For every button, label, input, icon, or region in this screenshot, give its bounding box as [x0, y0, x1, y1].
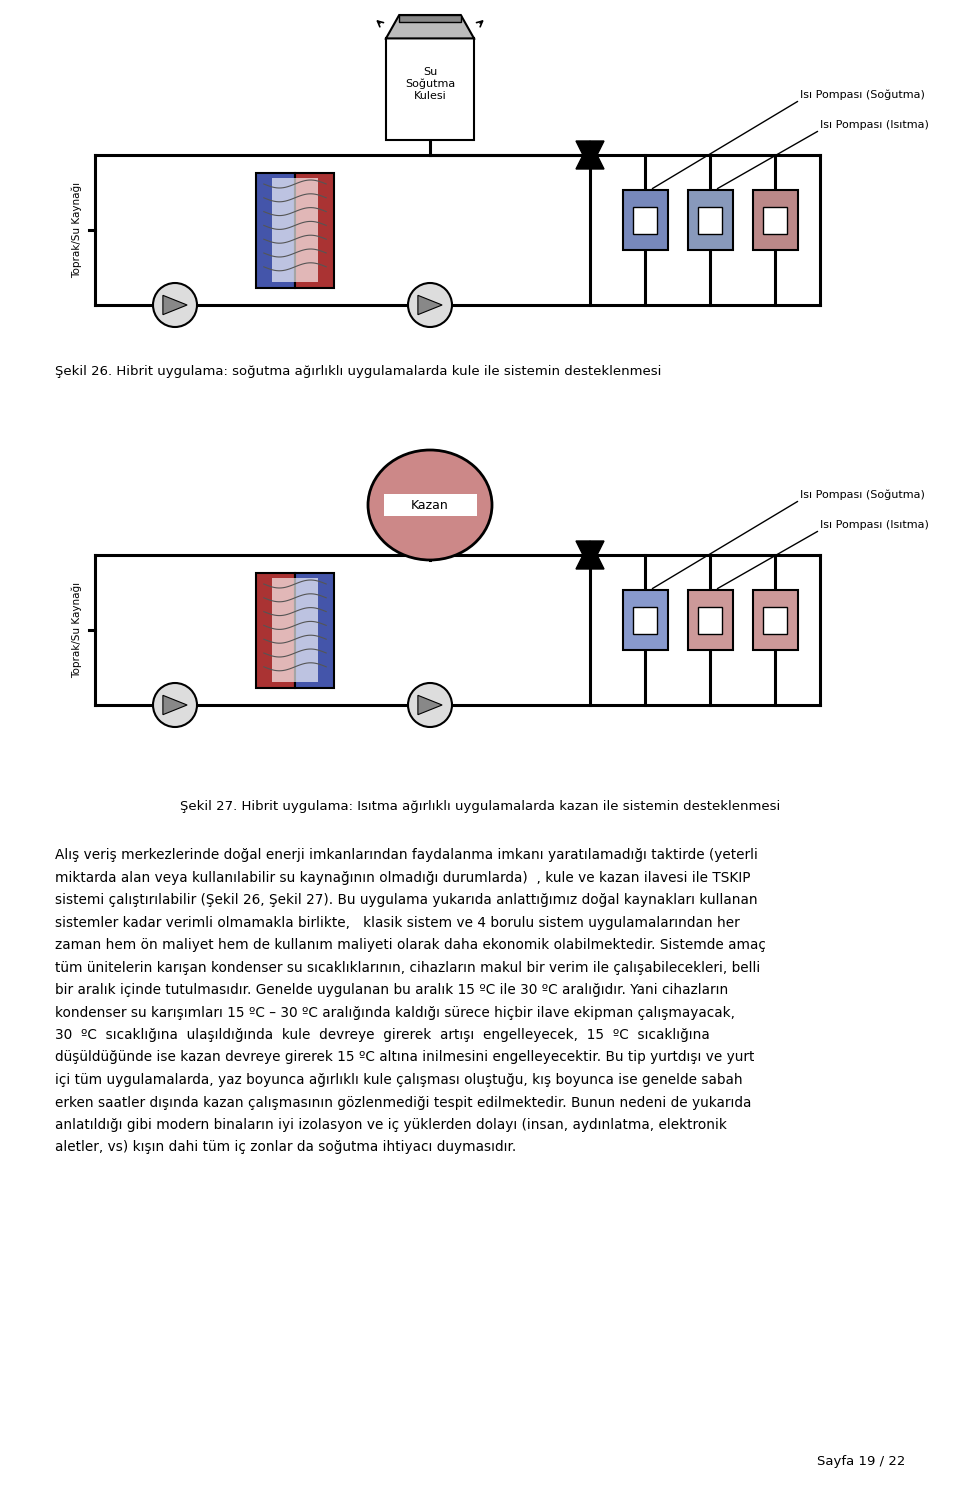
Bar — [622, 190, 667, 250]
Bar — [633, 606, 658, 633]
Polygon shape — [576, 141, 604, 169]
Text: anlatıldığı gibi modern binaların iyi izolasyon ve iç yüklerden dolayı (insan, a: anlatıldığı gibi modern binaların iyi iz… — [55, 1118, 727, 1132]
Text: Isı Pompası (Soğutma): Isı Pompası (Soğutma) — [800, 90, 924, 100]
Polygon shape — [418, 295, 443, 314]
Bar — [753, 589, 798, 649]
Bar — [762, 206, 787, 233]
Text: Toprak/Su Kaynağı: Toprak/Su Kaynağı — [72, 582, 83, 678]
Polygon shape — [576, 542, 604, 568]
Text: bir aralık içinde tutulmasıdır. Genelde uygulanan bu aralık 15 ºC ile 30 ºC aral: bir aralık içinde tutulmasıdır. Genelde … — [55, 983, 729, 996]
Bar — [687, 589, 732, 649]
Text: Şekil 26. Hibrit uygulama: soğutma ağırlıklı uygulamalarda kule ile sistemin des: Şekil 26. Hibrit uygulama: soğutma ağırl… — [55, 365, 661, 378]
Circle shape — [408, 283, 452, 328]
Text: Kazan: Kazan — [411, 498, 449, 512]
Polygon shape — [576, 141, 604, 169]
Bar — [272, 579, 319, 682]
Text: aletler, vs) kışın dahi tüm iç zonlar da soğutma ihtiyacı duymasıdır.: aletler, vs) kışın dahi tüm iç zonlar da… — [55, 1140, 516, 1155]
Bar — [622, 589, 667, 649]
Text: Isı Pompası (Isıtma): Isı Pompası (Isıtma) — [820, 521, 929, 530]
Bar — [753, 190, 798, 250]
Bar — [272, 178, 319, 281]
Text: Sayfa 19 / 22: Sayfa 19 / 22 — [817, 1456, 905, 1468]
Bar — [256, 573, 295, 688]
Circle shape — [153, 684, 197, 727]
Bar — [399, 15, 461, 22]
Text: miktarda alan veya kullanılabilir su kaynağının olmadığı durumlarda)  , kule ve : miktarda alan veya kullanılabilir su kay… — [55, 871, 751, 884]
Text: Alış veriş merkezlerinde doğal enerji imkanlarından faydalanma imkanı yaratılama: Alış veriş merkezlerinde doğal enerji im… — [55, 848, 757, 862]
Text: Isı Pompası (Soğutma): Isı Pompası (Soğutma) — [800, 489, 924, 500]
Circle shape — [153, 283, 197, 328]
Text: düşüldüğünde ise kazan devreye girerek 15 ºC altına inilmesini engelleyecektir. : düşüldüğünde ise kazan devreye girerek 1… — [55, 1050, 755, 1065]
Polygon shape — [386, 15, 474, 39]
Text: kondenser su karışımları 15 ºC – 30 ºC aralığında kaldığı sürece hiçbir ilave ek: kondenser su karışımları 15 ºC – 30 ºC a… — [55, 1005, 735, 1019]
Bar — [698, 206, 722, 233]
Bar — [687, 190, 732, 250]
Text: erken saatler dışında kazan çalışmasının gözlenmediği tespit edilmektedir. Bunun: erken saatler dışında kazan çalışmasının… — [55, 1095, 752, 1110]
Bar — [386, 39, 474, 139]
Text: içi tüm uygulamalarda, yaz boyunca ağırlıklı kule çalışması oluştuğu, kış boyunc: içi tüm uygulamalarda, yaz boyunca ağırl… — [55, 1073, 743, 1088]
Text: zaman hem ön maliyet hem de kullanım maliyeti olarak daha ekonomik olabilmektedi: zaman hem ön maliyet hem de kullanım mal… — [55, 938, 766, 951]
Bar — [295, 573, 334, 688]
Text: Toprak/Su Kaynağı: Toprak/Su Kaynağı — [72, 183, 83, 278]
Polygon shape — [163, 696, 187, 715]
Text: 30  ºC  sıcaklığına  ulaşıldığında  kule  devreye  girerek  artışı  engelleyecek: 30 ºC sıcaklığına ulaşıldığında kule dev… — [55, 1028, 709, 1043]
Text: Şekil 27. Hibrit uygulama: Isıtma ağırlıklı uygulamalarda kazan ile sistemin des: Şekil 27. Hibrit uygulama: Isıtma ağırlı… — [180, 800, 780, 812]
Bar — [295, 172, 334, 287]
Bar — [698, 606, 722, 633]
Text: Isı Pompası (Isıtma): Isı Pompası (Isıtma) — [820, 120, 929, 130]
Bar — [256, 172, 295, 287]
Text: sistemler kadar verimli olmamakla birlikte,   klasik sistem ve 4 borulu sistem u: sistemler kadar verimli olmamakla birlik… — [55, 916, 740, 929]
Bar — [762, 606, 787, 633]
Polygon shape — [163, 295, 187, 314]
Text: tüm ünitelerin karışan kondenser su sıcaklıklarının, cihazların makul bir verim : tüm ünitelerin karışan kondenser su sıca… — [55, 960, 760, 974]
Polygon shape — [576, 542, 604, 568]
Text: sistemi çalıştırılabilir (Şekil 26, Şekil 27). Bu uygulama yukarıda anlattığımız: sistemi çalıştırılabilir (Şekil 26, Şeki… — [55, 893, 757, 907]
Polygon shape — [418, 696, 443, 715]
Text: Su
Soğutma
Kulesi: Su Soğutma Kulesi — [405, 67, 455, 100]
Circle shape — [408, 684, 452, 727]
Bar — [633, 206, 658, 233]
Bar — [383, 494, 476, 516]
Ellipse shape — [368, 450, 492, 560]
